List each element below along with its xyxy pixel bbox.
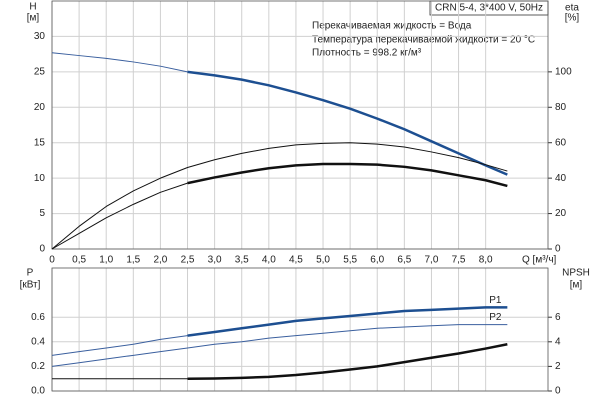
y-tick-label: 20 [34, 102, 46, 113]
y2-tick-label: 2 [555, 361, 561, 372]
note: Температура перекачиваемой жидкости = 20… [312, 35, 535, 46]
y2-axis-label: NPSH [562, 268, 590, 279]
curve [187, 306, 508, 337]
y2-tick-label: 80 [555, 102, 567, 113]
x-tick-label: 4,0 [262, 255, 276, 266]
y2-tick-label: 20 [555, 208, 567, 219]
curve [51, 142, 508, 250]
x-tick-label: 5,0 [316, 255, 330, 266]
x-tick-label: 5,5 [343, 255, 357, 266]
x-tick-label: 3,0 [208, 255, 222, 266]
y2-tick-label: 6 [555, 312, 561, 323]
curve [51, 182, 188, 250]
x-tick-label: 1,0 [99, 255, 113, 266]
y-tick-label: 15 [34, 137, 46, 148]
y2-tick-label: 100 [555, 66, 572, 77]
note: Плотность = 998.2 кг/м³ [312, 48, 422, 59]
x-tick-label: 8,0 [479, 255, 493, 266]
note: Перекачиваемая жидкость = Вода [312, 21, 472, 32]
curve [187, 162, 508, 188]
plot-frame [51, 0, 549, 250]
x-tick-label: 7,5 [452, 255, 466, 266]
y-tick-label: 10 [34, 173, 46, 184]
y-axis-unit: [м] [27, 13, 40, 24]
x-tick-label: 0 [49, 255, 55, 266]
y2-axis-unit: [м] [570, 280, 583, 291]
curve-label: P1 [489, 295, 502, 306]
y-tick-label: 0.4 [31, 336, 45, 347]
x-tick-label: 2,0 [153, 255, 167, 266]
x-tick-label: 4,5 [289, 255, 303, 266]
x-tick-label: 7,0 [425, 255, 439, 266]
y-tick-label: 0.6 [31, 312, 45, 323]
y-tick-label: 30 [34, 31, 46, 42]
curve [51, 52, 188, 73]
y-axis-label: P [27, 268, 34, 279]
y-tick-label: 25 [34, 66, 46, 77]
y2-axis-label: eta [565, 3, 579, 14]
y2-tick-label: 4 [555, 336, 561, 347]
chart-title: CRN 5-4, 3*400 V, 50Hz [435, 3, 543, 14]
y2-tick-label: 0 [555, 244, 561, 255]
y-tick-label: 0.0 [31, 386, 45, 397]
x-tick-label: 6,0 [370, 255, 384, 266]
x-tick-label: 6,5 [397, 255, 411, 266]
curve [187, 70, 508, 176]
y2-tick-label: 0 [555, 386, 561, 397]
plot-frame [51, 267, 549, 392]
curve [51, 324, 508, 367]
y2-tick-label: 60 [555, 137, 567, 148]
x-tick-label: 2,5 [181, 255, 195, 266]
curve [187, 343, 508, 380]
x-tick-label: 0,5 [72, 255, 86, 266]
x-tick-label: 1,5 [126, 255, 140, 266]
y-axis-label: H [29, 2, 36, 13]
y2-tick-label: 40 [555, 173, 567, 184]
y-tick-label: 0 [39, 244, 45, 255]
curve-label: P2 [489, 312, 502, 323]
x-axis-label: Q [м³/ч] [522, 255, 557, 266]
curve [51, 335, 188, 356]
y2-axis-unit: [%] [565, 13, 580, 24]
y-axis-unit: [кВт] [20, 280, 41, 291]
y-tick-label: 5 [39, 208, 45, 219]
x-tick-label: 3,5 [235, 255, 249, 266]
y-tick-label: 0.2 [31, 361, 45, 372]
